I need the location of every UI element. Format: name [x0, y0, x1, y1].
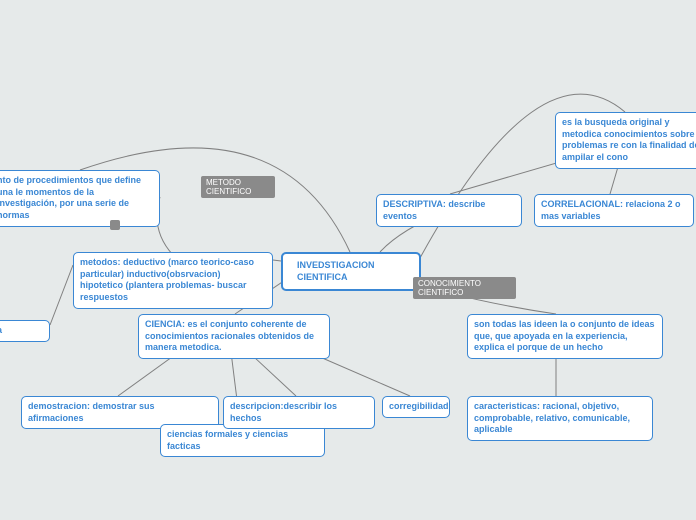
node-ideas: son todas las ideen la o conjunto de ide…: [467, 314, 663, 359]
node-small: a: [0, 320, 50, 342]
node-tag2: CONOCIMIENTO CIENTIFICO: [413, 277, 516, 299]
node-ciencia: CIENCIA: es el conjunto coherente de con…: [138, 314, 330, 359]
node-tag1: METODO CIENTIFICO: [201, 176, 275, 198]
square-dot: [110, 220, 120, 230]
node-corregibilidad: corregibilidad: [382, 396, 450, 418]
node-caracteristicas: caracteristicas: racional, objetivo, com…: [467, 396, 653, 441]
node-descriptiva: DESCRIPTIVA: describe eventos: [376, 194, 522, 227]
node-descripcion: descripcion:describir los hechos: [223, 396, 375, 429]
node-busqueda: es la busqueda original y metodica conoc…: [555, 112, 696, 169]
node-correlacional: CORRELACIONAL: relaciona 2 o mas variabl…: [534, 194, 694, 227]
node-central: INVEDSTIGACION CIENTIFICA: [281, 252, 421, 291]
edge: [273, 260, 281, 261]
node-procedimientos: nto de procedimientos que define una le …: [0, 170, 160, 227]
edge: [50, 265, 73, 325]
node-metodos: metodos: deductivo (marco teorico-caso p…: [73, 252, 273, 309]
